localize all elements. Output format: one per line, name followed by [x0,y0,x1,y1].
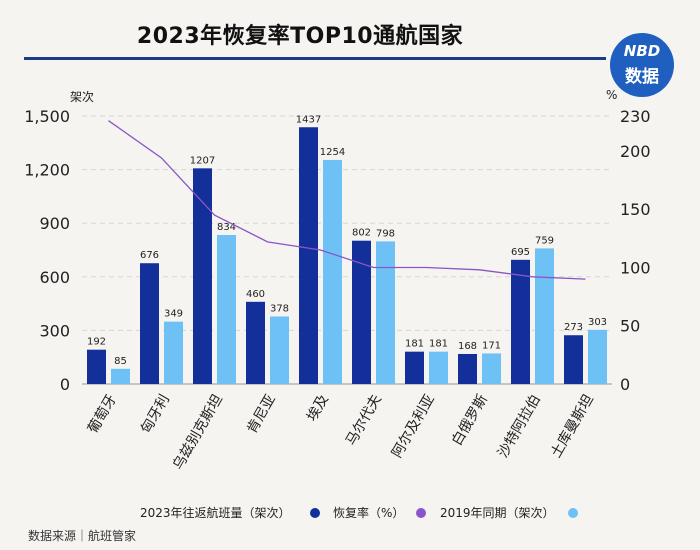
category-label: 白俄罗斯 [449,392,491,448]
bar-2019 [482,353,501,384]
y-tick-label: 1,500 [24,107,70,126]
bar-2023 [352,240,371,384]
data-label-2019: 798 [376,228,395,239]
data-label-2019: 349 [164,309,183,320]
data-label-2023: 1437 [296,114,321,125]
right-axis-unit: % [606,88,618,102]
data-label-2019: 171 [482,340,501,351]
legend-label-recovery: 恢复率（%） [333,506,405,520]
data-label-2023: 1207 [190,155,215,166]
y-tick-label: 300 [39,321,70,340]
y2-tick-label: 0 [620,375,630,394]
title-divider [24,57,606,60]
legend-swatch-flights-2019 [568,508,578,518]
category-label: 乌兹别克斯坦 [170,392,226,473]
bar-2023 [140,263,159,384]
y2-tick-label: 230 [620,107,651,126]
bar-2023 [511,259,530,384]
category-label: 匈牙利 [138,392,173,436]
y-tick-label: 0 [60,375,70,394]
category-label: 土库曼斯坦 [548,392,597,461]
bar-2019 [323,159,342,384]
y2-tick-label: 50 [620,317,640,336]
legend-swatch-flights-2023 [310,508,320,518]
data-label-2023: 460 [246,289,265,300]
y-tick-label: 1,200 [24,161,70,180]
chart-title: 2023年恢复率TOP10通航国家 [136,24,464,49]
category-label: 埃及 [304,392,332,424]
logo-line1: NBD [623,42,661,60]
y2-tick-label: 200 [620,142,651,161]
data-label-2023: 168 [458,341,477,352]
data-label-2019: 303 [588,317,607,328]
bar-2023 [193,168,212,384]
data-label-2023: 192 [87,337,106,348]
data-label-2023: 802 [352,228,371,239]
recovery-rate-line [108,120,586,280]
data-label-2023: 695 [511,247,530,258]
data-label-2019: 834 [217,222,236,233]
left-axis-unit: 架次 [70,90,95,104]
bar-2023 [87,349,106,384]
data-label-2019: 1254 [320,147,345,158]
bar-2023 [458,353,477,384]
data-label-2019: 759 [535,235,554,246]
y2-tick-label: 150 [620,200,651,219]
bar-2019 [588,329,607,384]
y-tick-label: 600 [39,268,70,287]
data-label-2023: 273 [564,322,583,333]
bar-2023 [405,351,424,384]
bar-2023 [564,335,583,384]
category-label: 沙特阿拉伯 [495,392,544,461]
data-label-2023: 181 [405,339,424,350]
category-label: 阿尔及利亚 [389,392,438,461]
bar-2019 [217,234,236,384]
bar-2019 [535,248,554,384]
legend: 2023年往返航班量（架次） 恢复率（%） 2019年同期（架次） [0,504,700,524]
nbd-logo: NBD 数据 [610,33,674,97]
bar-2023 [246,301,265,384]
y-tick-label: 900 [39,214,70,233]
category-label: 葡萄牙 [85,392,120,436]
data-label-2019: 378 [270,303,289,314]
bar-2019 [111,368,130,384]
category-label: 马尔代夫 [343,392,385,448]
legend-label-flights-2019: 2019年同期（架次） [440,506,555,520]
logo-line2: 数据 [625,67,659,87]
category-label: 肯尼亚 [244,392,279,436]
y2-tick-label: 100 [620,258,651,277]
data-label-2019: 181 [429,339,448,350]
legend-label-flights-2023: 2023年往返航班量（架次） [140,506,291,520]
bar-2023 [299,127,318,385]
data-label-2019: 85 [114,356,127,367]
data-label-2023: 676 [140,250,159,261]
data-source: 数据来源｜航班管家 [28,529,137,543]
bar-2019 [376,241,395,384]
legend-swatch-recovery [416,508,426,518]
bar-2019 [164,321,183,384]
bar-2019 [429,351,448,384]
bar-2019 [270,316,289,384]
